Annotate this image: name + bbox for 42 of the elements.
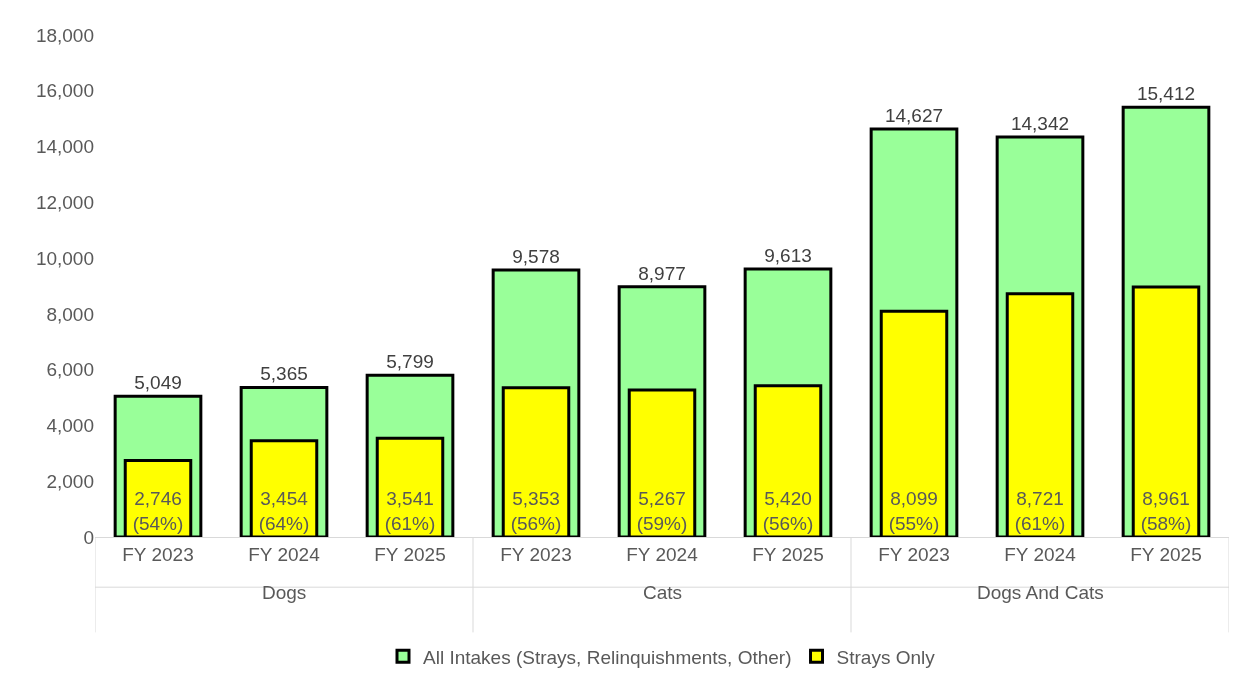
x-tick-label: FY 2024: [626, 543, 699, 565]
data-label: 5,049: [134, 372, 182, 394]
data-label: 5,420 (56%): [762, 488, 814, 534]
y-tick-label: 0: [83, 526, 94, 548]
x-tick-label: FY 2025: [752, 543, 824, 565]
data-label: 8,977: [638, 262, 686, 284]
legend-label: All Intakes (Strays, Relinquishments, Other): [423, 646, 792, 668]
x-tick-label: FY 2025: [1130, 543, 1202, 565]
y-tick-label: 12,000: [35, 191, 94, 213]
data-label: 5,799: [386, 351, 434, 373]
data-label: 5,365: [260, 363, 308, 385]
text: Cats: [643, 582, 683, 603]
data-label: 15,412: [1136, 83, 1196, 105]
data-label: 14,342: [1010, 113, 1070, 135]
data-label: 14,627: [884, 105, 944, 127]
data-label: 8,961 (58%): [1140, 488, 1192, 534]
y-tick-label: 10,000: [35, 247, 94, 269]
data-label: 5,353 (56%): [510, 488, 562, 534]
x-tick-label: FY 2024: [1004, 543, 1077, 565]
x-tick-label: FY 2024: [248, 543, 321, 565]
data-label: 3,454 (64%): [258, 488, 310, 534]
x-tick-label: FY 2025: [374, 543, 446, 565]
y-tick-label: 4,000: [46, 415, 94, 437]
data-label: 8,721 (61%): [1014, 488, 1066, 534]
data-label: 9,578: [512, 245, 560, 267]
x-tick-label: FY 2023: [878, 543, 950, 565]
data-label: 9,613: [764, 244, 812, 266]
y-tick-label: 16,000: [35, 80, 94, 102]
y-tick-label: 6,000: [46, 359, 94, 381]
data-label: 5,267 (59%): [636, 488, 688, 534]
y-tick-label: 18,000: [35, 24, 94, 46]
y-tick-label: 8,000: [46, 303, 94, 325]
data-label: 8,099 (55%): [888, 488, 940, 534]
data-label: 2,746 (54%): [132, 488, 184, 534]
x-tick-label: FY 2023: [122, 543, 194, 565]
legend-label: Strays Only: [836, 646, 936, 668]
text: Dogs And Cats: [977, 582, 1104, 603]
y-tick-label: 2,000: [46, 470, 94, 492]
data-label: 3,541 (61%): [384, 488, 436, 534]
text: Dogs: [262, 582, 307, 603]
x-tick-label: FY 2023: [500, 543, 572, 565]
y-tick-label: 14,000: [35, 136, 94, 158]
